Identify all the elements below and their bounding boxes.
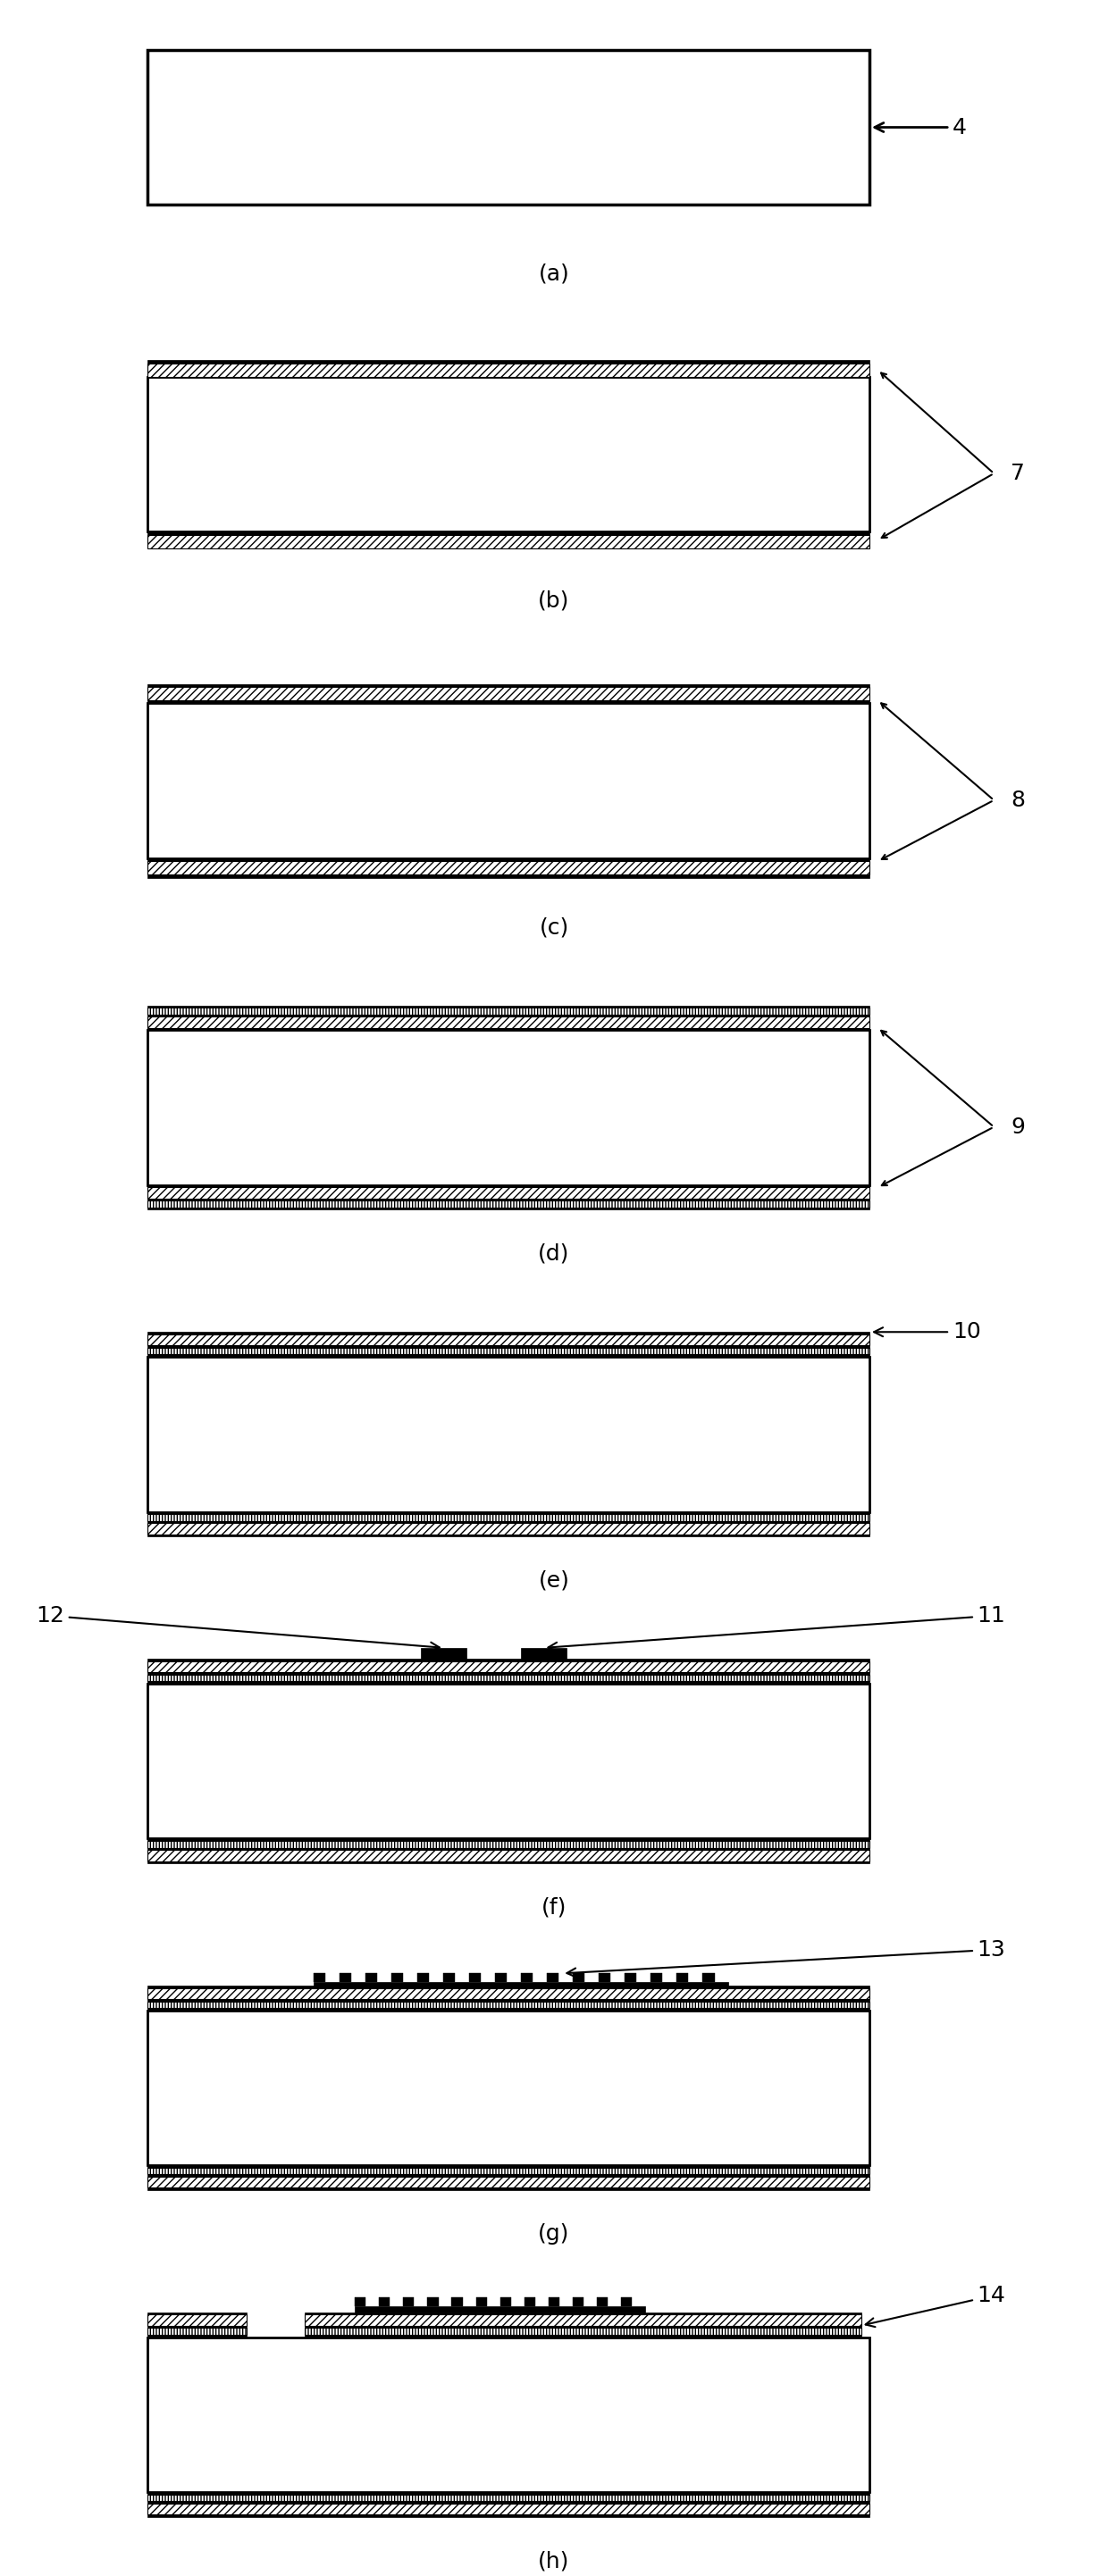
Bar <box>147 860 870 876</box>
Bar <box>379 2298 390 2306</box>
Bar <box>147 1334 870 1345</box>
Bar <box>147 49 870 206</box>
Bar <box>147 1018 870 1028</box>
Bar <box>147 2169 870 2174</box>
Bar <box>147 1989 870 1999</box>
Bar <box>702 1973 715 1981</box>
Bar <box>598 1973 611 1981</box>
Text: 14: 14 <box>865 2285 1006 2326</box>
Bar <box>147 2504 870 2514</box>
Bar <box>147 703 870 858</box>
Bar <box>573 1973 585 1981</box>
Text: 9: 9 <box>1010 1115 1025 1139</box>
Bar <box>305 2329 861 2334</box>
Bar <box>147 1662 870 1672</box>
Text: (b): (b) <box>538 590 570 611</box>
Bar <box>573 2298 584 2306</box>
Bar <box>391 1973 403 1981</box>
Bar <box>147 1674 870 1682</box>
Bar <box>147 688 870 701</box>
Bar <box>521 1973 533 1981</box>
Bar <box>546 1973 558 1981</box>
Bar <box>147 2494 870 2501</box>
Bar <box>147 1030 870 1185</box>
Bar <box>622 2298 632 2306</box>
Bar <box>147 361 870 363</box>
Bar <box>305 2316 861 2326</box>
Bar <box>147 2009 870 2166</box>
Bar <box>452 2298 462 2306</box>
Text: (f): (f) <box>542 1896 566 1919</box>
Bar <box>524 2298 535 2306</box>
Bar <box>147 531 870 536</box>
Bar <box>147 2329 247 2334</box>
Bar <box>475 2298 486 2306</box>
Bar <box>147 1358 870 1512</box>
Bar <box>366 1973 377 1981</box>
Bar <box>147 2002 870 2007</box>
Bar <box>428 2298 439 2306</box>
Bar <box>147 363 870 376</box>
Text: (a): (a) <box>538 263 570 283</box>
Bar <box>339 1973 351 1981</box>
Text: 4: 4 <box>874 116 966 139</box>
Bar <box>147 1522 870 1535</box>
Bar <box>147 2316 247 2326</box>
Bar <box>355 2298 366 2306</box>
Bar <box>147 1347 870 1355</box>
Bar <box>355 2306 645 2313</box>
Bar <box>147 536 870 549</box>
Bar <box>676 1973 688 1981</box>
Text: 12: 12 <box>35 1605 440 1651</box>
Bar <box>495 1973 507 1981</box>
Bar <box>548 2298 560 2306</box>
Bar <box>403 2298 414 2306</box>
Bar <box>147 876 870 878</box>
Bar <box>147 858 870 860</box>
Bar <box>147 1200 870 1208</box>
Text: 11: 11 <box>548 1605 1006 1651</box>
Text: (c): (c) <box>540 917 568 938</box>
Bar <box>314 1973 326 1981</box>
Bar <box>147 1007 870 1015</box>
Text: (e): (e) <box>538 1569 570 1592</box>
Bar <box>469 1973 481 1981</box>
Bar <box>417 1973 429 1981</box>
Text: 10: 10 <box>874 1321 981 1342</box>
Bar <box>314 1981 728 1989</box>
Bar <box>147 1850 870 1860</box>
Bar <box>147 1685 870 1839</box>
Text: 7: 7 <box>1010 464 1025 484</box>
Bar <box>147 1515 870 1520</box>
Bar <box>147 2177 870 2187</box>
Bar <box>625 1973 637 1981</box>
Bar <box>521 1649 566 1662</box>
Bar <box>147 1842 870 1847</box>
Bar <box>443 1973 455 1981</box>
Bar <box>147 2336 870 2491</box>
Bar <box>147 685 870 688</box>
Text: (g): (g) <box>538 2223 570 2244</box>
Bar <box>147 701 870 703</box>
Bar <box>147 1188 870 1198</box>
Bar <box>650 1973 663 1981</box>
Bar <box>421 1649 466 1662</box>
Bar <box>147 376 870 531</box>
Text: 13: 13 <box>567 1940 1006 1978</box>
Bar <box>597 2298 608 2306</box>
Text: (h): (h) <box>538 2550 570 2571</box>
Bar <box>500 2298 511 2306</box>
Text: 8: 8 <box>1010 788 1025 811</box>
Text: (d): (d) <box>538 1244 570 1265</box>
